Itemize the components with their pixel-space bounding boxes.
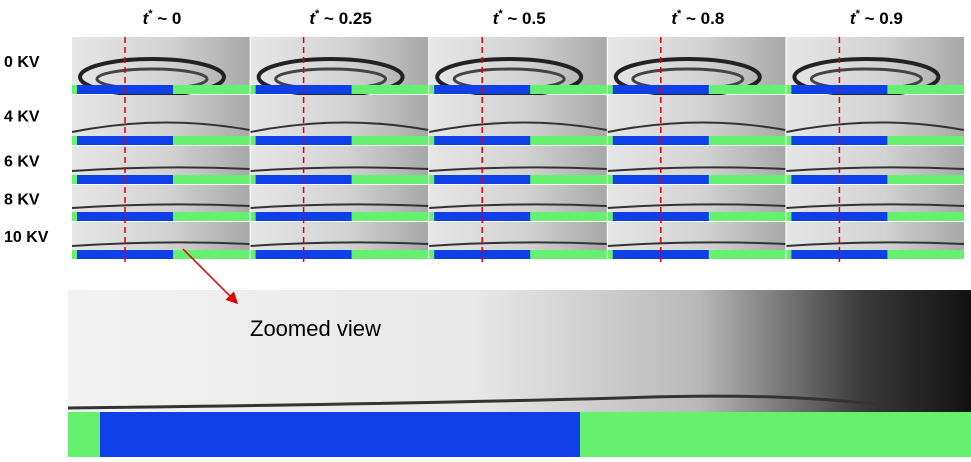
zoom-label: Zoomed view xyxy=(250,316,381,341)
image-frame xyxy=(72,95,250,136)
image-frame xyxy=(72,185,250,212)
image-frame xyxy=(251,222,429,250)
row-label: 6 KV xyxy=(4,154,40,171)
row-label: 8 KV xyxy=(4,192,40,209)
row-label: 10 KV xyxy=(4,229,49,246)
image-grid: t* ~ 0 t* ~ 0.25 t* ~ 0.5 t* ~ 0.8 t* ~ 0.9 0… xyxy=(4,8,964,262)
image-frame xyxy=(429,222,607,250)
header-value: ~ 0.5 xyxy=(503,9,546,28)
image-frame xyxy=(429,185,607,212)
column-header: t* ~ 0 xyxy=(143,8,182,28)
image-frame xyxy=(251,185,429,212)
row-label: 0 KV xyxy=(4,54,40,71)
image-frame xyxy=(608,222,786,250)
header-value: ~ 0 xyxy=(153,9,182,28)
header-value: ~ 0.9 xyxy=(860,9,903,28)
figure: t* ~ 0 t* ~ 0.25 t* ~ 0.5 t* ~ 0.8 t* ~ 0.9 0… xyxy=(0,0,971,457)
image-frame xyxy=(72,222,250,250)
column-header: t* ~ 0.25 xyxy=(309,8,371,28)
image-frame xyxy=(786,222,964,250)
image-frame xyxy=(72,146,250,175)
image-frame xyxy=(429,146,607,175)
zoomed-panel: Zoomed view xyxy=(68,290,971,457)
image-frame xyxy=(608,95,786,136)
blue-strip xyxy=(100,412,580,457)
image-frame xyxy=(608,185,786,212)
row-label: 4 KV xyxy=(4,109,40,126)
image-frame xyxy=(786,185,964,212)
image-frame xyxy=(251,95,429,136)
header-value: ~ 0.25 xyxy=(319,9,371,28)
image-frame xyxy=(608,146,786,175)
header-value: ~ 0.8 xyxy=(681,9,724,28)
zoomed-image xyxy=(68,290,971,412)
column-header: t* ~ 0.9 xyxy=(850,8,903,28)
image-frame xyxy=(429,95,607,136)
column-header: t* ~ 0.8 xyxy=(671,8,724,28)
column-header: t* ~ 0.5 xyxy=(493,8,546,28)
image-frame xyxy=(786,146,964,175)
image-frame xyxy=(786,95,964,136)
image-frame xyxy=(251,146,429,175)
